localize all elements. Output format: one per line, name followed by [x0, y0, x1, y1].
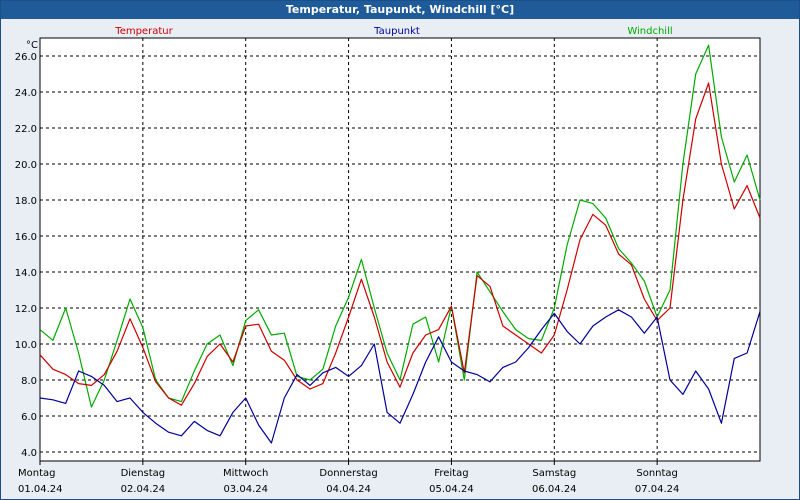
x-tick-weekday: Montag	[18, 468, 55, 479]
x-tick-date: 03.04.24	[223, 484, 268, 495]
y-tick-label: 14.0	[15, 268, 37, 279]
x-tick-weekday: Samstag	[532, 468, 576, 479]
y-tick-label: 8.0	[21, 376, 37, 387]
y-tick-label: 6.0	[21, 412, 37, 423]
x-tick-date: 04.04.24	[326, 484, 371, 495]
y-tick-label: 22.0	[15, 124, 37, 135]
series-line-windchill	[39, 44, 761, 408]
plot-area	[39, 37, 761, 462]
x-tick-date: 06.04.24	[532, 484, 577, 495]
series-line-taupunkt	[39, 309, 761, 444]
legend-taupunkt: Taupunkt	[373, 26, 420, 37]
x-tick-weekday: Mittwoch	[223, 468, 268, 479]
legend: Temperatur Taupunkt Windchill	[114, 26, 672, 37]
x-tick-date: 02.04.24	[121, 484, 166, 495]
y-tick-label: 24.0	[15, 88, 37, 99]
y-tick-label: 10.0	[15, 340, 37, 351]
y-tick-label: 16.0	[15, 232, 37, 243]
x-tick-weekday: Donnerstag	[319, 468, 377, 479]
y-tick-label: 18.0	[15, 196, 37, 207]
y-tick-label: 12.0	[15, 304, 37, 315]
y-tick-label: 4.0	[21, 448, 37, 459]
y-axis-unit: °C	[26, 40, 38, 51]
x-tick-date: 05.04.24	[429, 484, 474, 495]
x-tick-date: 01.04.24	[18, 484, 63, 495]
chart-title: Temperatur, Taupunkt, Windchill [°C]	[1, 1, 799, 19]
y-axis: 4.0 6.0 8.0 10.0 12.0 14.0 16.0 18.0 20.0 22.0 24.…	[15, 52, 37, 459]
x-tick-weekday: Dienstag	[121, 468, 166, 479]
y-tick-label: 26.0	[15, 52, 37, 63]
x-tick-weekday: Sonntag	[636, 468, 678, 479]
x-tick-weekday: Freitag	[434, 468, 468, 479]
legend-temperatur: Temperatur	[114, 26, 173, 37]
series-lines	[39, 44, 761, 444]
legend-windchill: Windchill	[627, 26, 672, 37]
x-tick-date: 07.04.24	[635, 484, 680, 495]
series-line-temperatur	[39, 82, 761, 406]
y-tick-label: 20.0	[15, 160, 37, 171]
x-axis: Montag 01.04.24 Dienstag 02.04.24 Mittwoch 03…	[18, 461, 679, 495]
